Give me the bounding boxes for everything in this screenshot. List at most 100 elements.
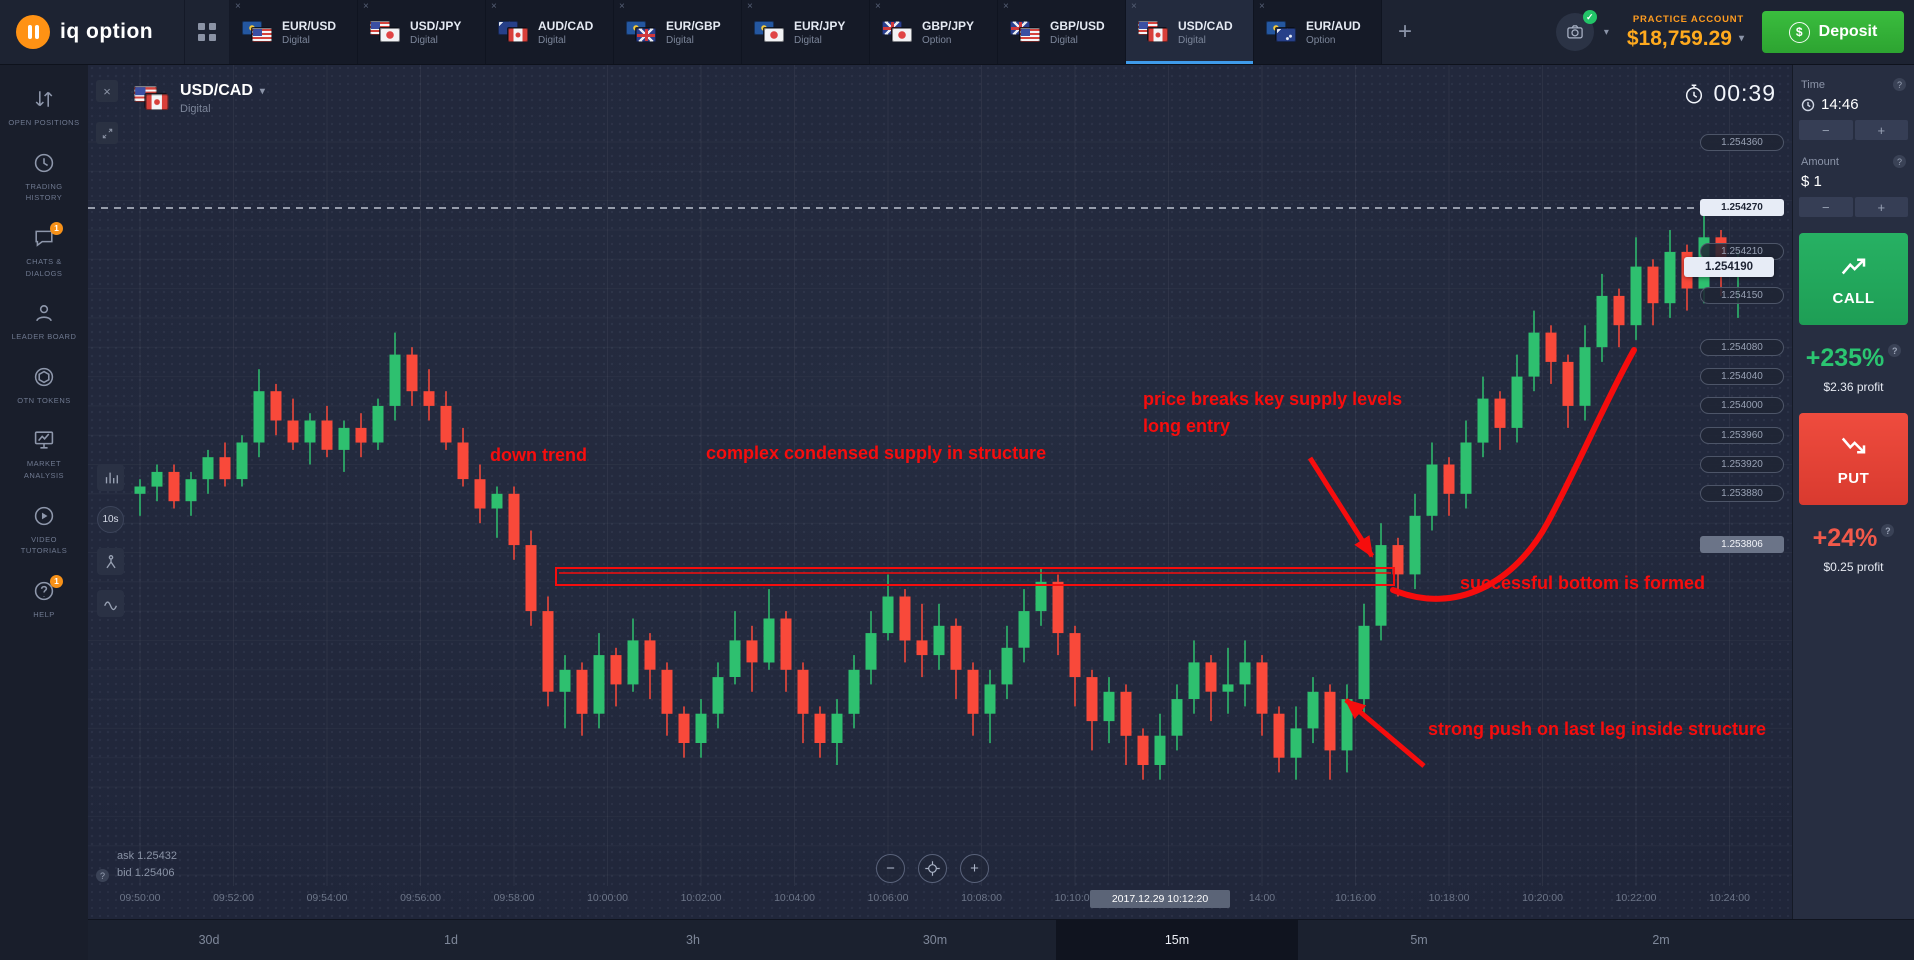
chart-asset-selector[interactable]: USD/CAD ▾ Digital <box>180 82 265 115</box>
sidebar-item-label: MARKET ANALYSIS <box>23 459 65 480</box>
time-axis-label: 10:24:00 <box>1709 892 1750 904</box>
sidebar-item-label: LEADER BOARD <box>11 332 77 342</box>
account-caret-icon: ▾ <box>1738 33 1744 44</box>
sidebar-item-label: CHATS & DIALOGS <box>25 256 63 278</box>
timeframe-button-5m[interactable]: 5m <box>1410 933 1428 947</box>
sidebar-item-label: OPEN POSITIONS <box>8 118 80 127</box>
tab-close-icon[interactable]: × <box>747 1 753 12</box>
tab-pair-label: GBP/USD <box>1050 18 1105 33</box>
tab-instrument-label: Option <box>922 34 952 46</box>
asset-tab-aud-cad[interactable]: × AUD/CAD Digital <box>486 0 614 64</box>
asset-tab-gbp-usd[interactable]: × GBP/USD Digital <box>998 0 1126 64</box>
trend-down-icon <box>1841 437 1865 454</box>
tab-pair-label: EUR/JPY <box>794 18 846 33</box>
asset-tab-eur-aud[interactable]: × EUR/AUD Option <box>1254 0 1382 64</box>
deposit-button[interactable]: $ Deposit <box>1762 11 1904 53</box>
recenter-button[interactable] <box>918 854 947 883</box>
call-button[interactable]: CALL <box>1799 233 1908 325</box>
tab-close-icon[interactable]: × <box>491 1 497 12</box>
asset-tab-gbp-jpy[interactable]: × GBP/JPY Option <box>870 0 998 64</box>
call-profit-label: $2.36 profit <box>1823 380 1884 394</box>
pair-flags-icon <box>882 21 914 43</box>
grid-menu-button[interactable] <box>184 0 230 64</box>
zoom-out-button[interactable]: − <box>876 854 905 883</box>
clock-icon <box>1801 98 1815 111</box>
account-switcher[interactable]: PRACTICE ACCOUNT $18,759.29 ▾ <box>1627 14 1744 51</box>
pair-flags-icon <box>1266 21 1298 43</box>
tab-close-icon[interactable]: × <box>619 1 625 12</box>
add-asset-tab-button[interactable]: + <box>1382 0 1428 64</box>
candlestick-chart[interactable] <box>88 64 1792 919</box>
chart-expand-button[interactable] <box>96 122 118 144</box>
tab-close-icon[interactable]: × <box>1259 1 1265 12</box>
app-logo-text: iq option <box>60 20 154 43</box>
expiration-time-field[interactable]: 14:46 <box>1801 96 1906 113</box>
app-logo[interactable]: iq option <box>0 0 184 64</box>
tab-instrument-label: Digital <box>410 34 438 46</box>
amount-field[interactable]: $ 1 <box>1801 173 1906 190</box>
sidebar-item-open-positions[interactable]: OPEN POSITIONS <box>0 76 88 140</box>
chart-type-button[interactable] <box>97 464 124 491</box>
sidebar-item-chats-dialogs[interactable]: 1 CHATS & DIALOGS <box>0 215 88 290</box>
time-axis-label: 09:58:00 <box>493 892 535 904</box>
camera-icon <box>1567 25 1583 39</box>
amount-decrease-button[interactable]: − <box>1799 197 1853 217</box>
top-bar: iq option × EUR/USD Digital × USD/JPY Digital… <box>0 0 1914 64</box>
put-button-label: PUT <box>1837 470 1870 487</box>
grid-icon <box>198 23 205 30</box>
timeframe-button-2m[interactable]: 2m <box>1652 933 1670 947</box>
asset-tab-eur-usd[interactable]: × EUR/USD Digital <box>230 0 358 64</box>
asset-tab-usd-jpy[interactable]: × USD/JPY Digital <box>358 0 486 64</box>
video-icon <box>32 504 56 528</box>
time-section: Time ? 14:46 − + <box>1799 76 1908 153</box>
put-button[interactable]: PUT <box>1799 413 1908 505</box>
time-decrease-button[interactable]: − <box>1799 120 1853 140</box>
put-payout-value: +24% <box>1812 524 1878 552</box>
time-increase-button[interactable]: + <box>1854 120 1908 140</box>
tab-close-icon[interactable]: × <box>235 1 241 12</box>
ask-bid-info: ? ask 1.25432 bid 1.25406 <box>96 848 177 882</box>
drawing-tools-button[interactable] <box>97 590 124 617</box>
sidebar-item-otn-tokens[interactable]: OTN TOKENS <box>0 354 88 418</box>
sidebar-item-video-tutorials[interactable]: VIDEO TUTORIALS <box>0 493 88 568</box>
sidebar-item-leader-board[interactable]: LEADER BOARD <box>0 290 88 354</box>
tab-pair-label: EUR/USD <box>282 18 337 33</box>
sidebar-item-trading-history[interactable]: TRADING HISTORY <box>0 140 88 215</box>
time-help-icon[interactable]: ? <box>1893 78 1906 91</box>
sidebar-item-market-analysis[interactable]: MARKET ANALYSIS <box>0 417 88 492</box>
pair-flags-icon <box>754 21 786 43</box>
amount-increase-button[interactable]: + <box>1854 197 1908 217</box>
info-help-icon[interactable]: ? <box>96 869 109 882</box>
timeframe-button-15m[interactable]: 15m <box>1056 920 1298 960</box>
tab-close-icon[interactable]: × <box>875 1 881 12</box>
sidebar-item-help[interactable]: 1 HELP <box>0 568 88 632</box>
zoom-in-button[interactable]: + <box>960 854 989 883</box>
tab-close-icon[interactable]: × <box>1131 1 1137 12</box>
timeframe-bar: 30d 1d 3h 30m 15m 5m 2m <box>88 919 1914 960</box>
asset-tab-eur-jpy[interactable]: × EUR/JPY Digital <box>742 0 870 64</box>
camera-check-badge: ✓ <box>1582 10 1597 24</box>
timeframe-button-30m[interactable]: 30m <box>922 933 948 947</box>
indicators-button[interactable] <box>97 548 124 575</box>
candle-interval-button[interactable]: 10s <box>97 506 124 533</box>
annotation-text: price breaks key supply levels long entr… <box>1143 389 1403 436</box>
ask-price-label: ask 1.25432 <box>117 850 177 862</box>
timeframe-button-30d[interactable]: 30d <box>198 933 220 947</box>
asset-tab-eur-gbp[interactable]: × EUR/GBP Digital <box>614 0 742 64</box>
chart-instrument-label: Digital <box>180 103 211 115</box>
crosshair-time-tag: 2017.12.29 10:12:20 <box>1090 890 1230 908</box>
screenshot-camera-button[interactable]: ✓ <box>1555 10 1597 51</box>
timeframe-button-1d[interactable]: 1d <box>444 933 458 947</box>
timeframe-button-3h[interactable]: 3h <box>686 933 700 947</box>
asset-tab-usd-cad[interactable]: × USD/CAD Digital <box>1126 0 1254 64</box>
put-payout-help-icon[interactable]: ? <box>1881 524 1895 537</box>
tab-close-icon[interactable]: × <box>363 1 369 12</box>
call-payout-help-icon[interactable]: ? <box>1888 344 1902 357</box>
sidebar-item-label: HELP <box>33 609 55 619</box>
camera-caret-icon[interactable]: ▾ <box>1603 26 1609 38</box>
amount-help-icon[interactable]: ? <box>1893 155 1906 168</box>
time-axis-label: 09:54:00 <box>306 892 348 904</box>
tab-close-icon[interactable]: × <box>1003 1 1009 12</box>
tab-pair-label: USD/CAD <box>1178 18 1233 33</box>
chart-close-button[interactable]: × <box>96 80 118 102</box>
